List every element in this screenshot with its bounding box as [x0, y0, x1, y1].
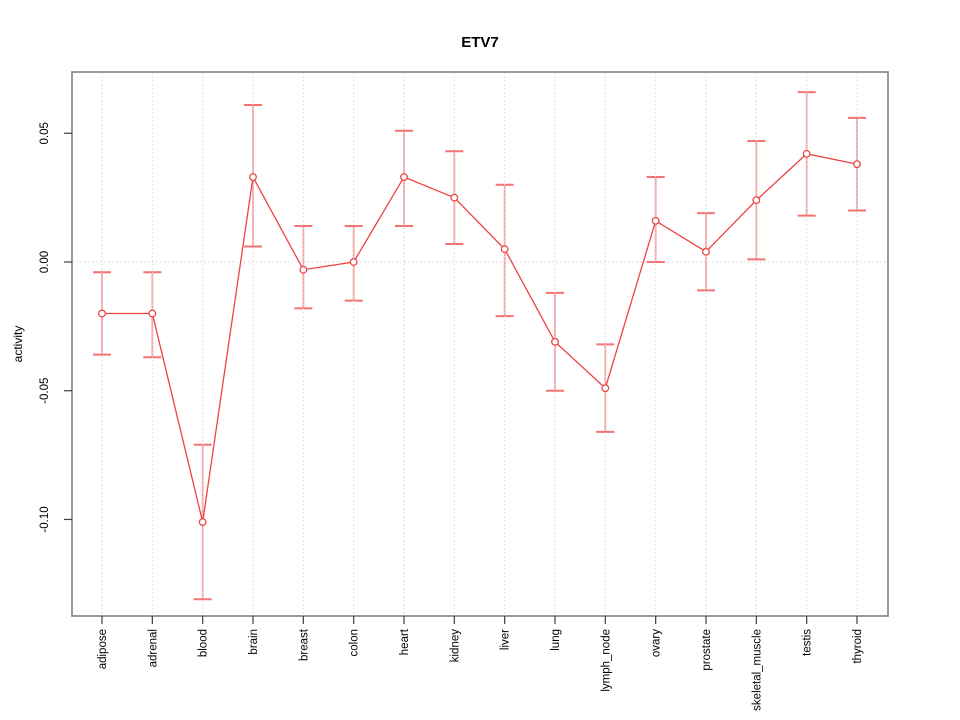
x-tick-label: blood [198, 629, 210, 657]
data-point [299, 265, 308, 274]
y-tick-label: -0.10 [39, 506, 51, 532]
x-tick-label: ovary [651, 629, 663, 657]
data-point [148, 309, 157, 318]
data-point [400, 173, 408, 181]
data-point [500, 245, 509, 254]
data-point [601, 384, 610, 393]
x-tick-label: prostate [701, 629, 713, 671]
x-tick-label: breast [298, 628, 310, 661]
y-axis-label: activity [11, 326, 25, 363]
data-point [853, 160, 861, 169]
y-tick-label: 0.05 [39, 122, 51, 144]
data-point [198, 518, 207, 526]
y-tick-label: 0.00 [39, 251, 51, 273]
data-point [98, 309, 106, 318]
data-point [802, 149, 811, 158]
plot-border [71, 71, 889, 617]
x-tick-label: brain [248, 629, 260, 655]
x-tick-label: thyroid [852, 629, 864, 664]
x-tick-label: kidney [449, 629, 461, 662]
x-tick-label: lung [550, 629, 562, 651]
x-tick-label: lymph_node [600, 629, 612, 692]
data-point [752, 196, 761, 205]
data-point [450, 193, 459, 202]
x-tick-label: skeletal_muscle [751, 629, 763, 711]
x-tick-label: adrenal [147, 629, 159, 667]
x-tick-label: liver [500, 629, 512, 650]
chart-layers: 0.05 0.00 -0.05 -0.10 adipose adrenal blood bra… [39, 71, 889, 711]
data-point [349, 258, 358, 266]
chart-title: ETV7 [461, 34, 499, 51]
y-tick-label: -0.05 [39, 378, 51, 404]
series-line [102, 153, 858, 523]
data-point [702, 247, 710, 256]
x-tick-label: heart [399, 628, 411, 655]
x-tick-label: colon [349, 629, 361, 657]
data-point [249, 173, 257, 181]
x-tick-label: adipose [97, 629, 109, 669]
x-tick-label: testis [802, 629, 814, 656]
data-point [651, 216, 660, 225]
data-point [551, 337, 559, 346]
